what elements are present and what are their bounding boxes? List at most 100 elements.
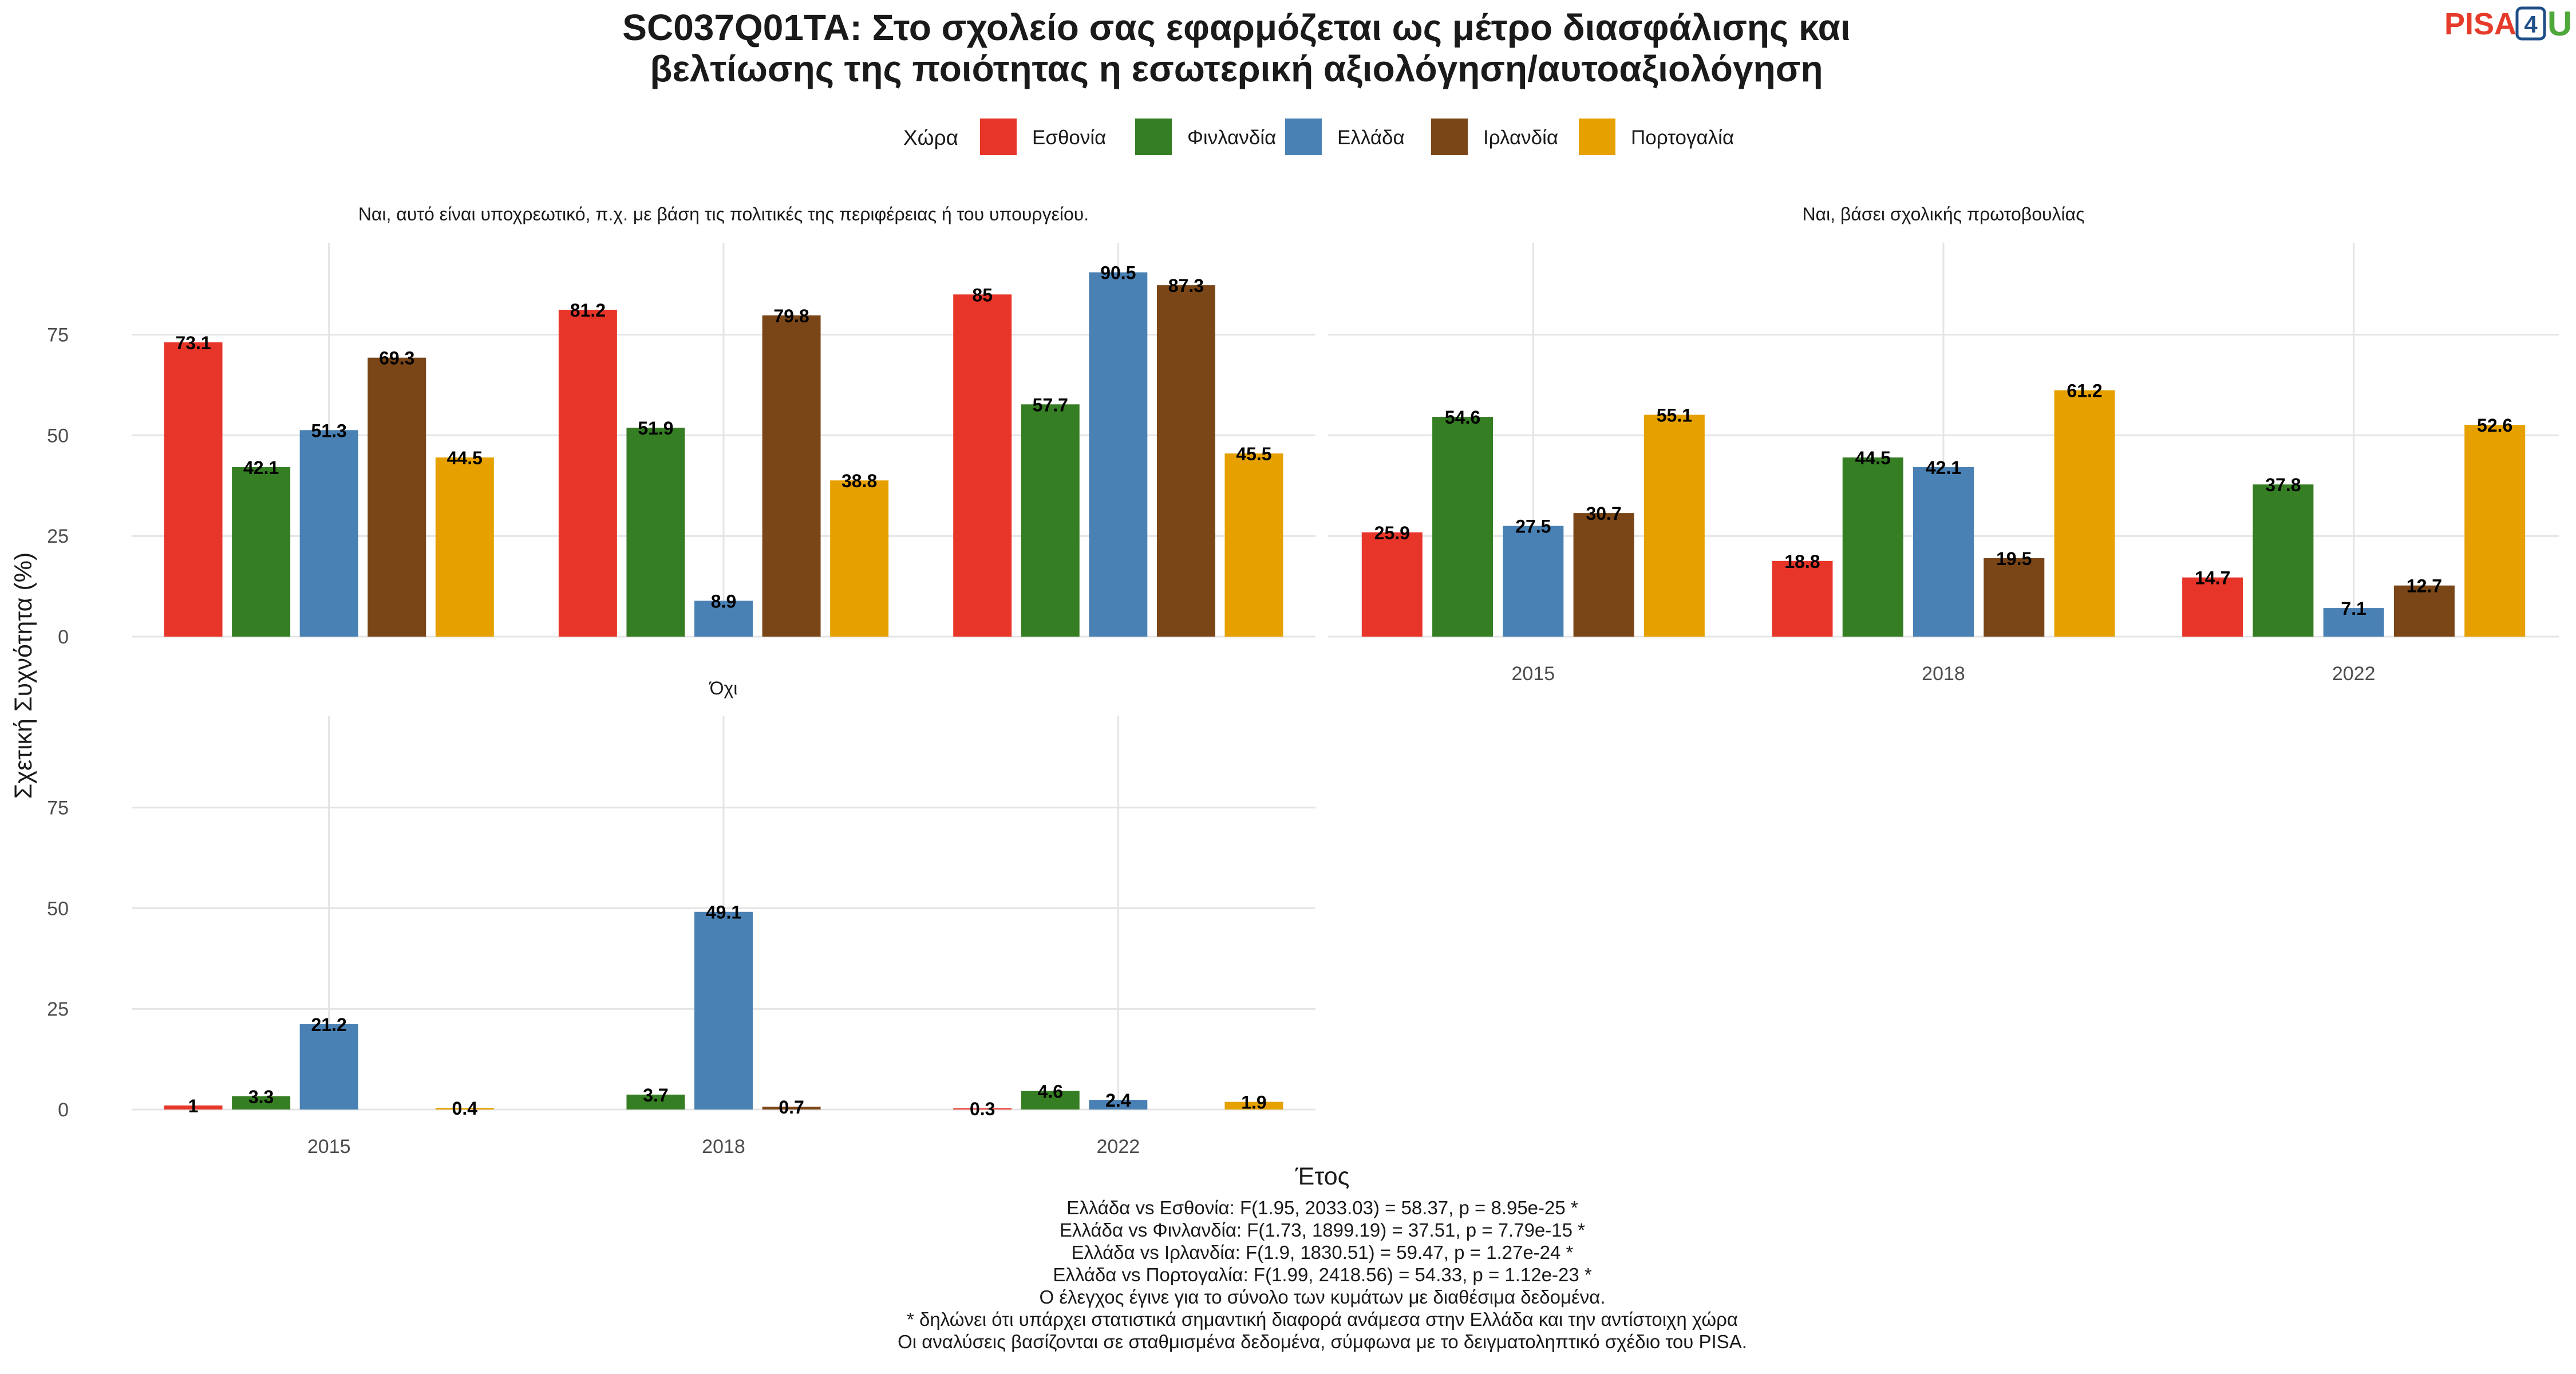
legend-label: Ιρλανδία	[1483, 127, 1558, 149]
bar	[626, 428, 685, 637]
facet-panel: Ναι, βάσει σχολικής πρωτοβουλίας 25.9 54.6…	[1328, 204, 2559, 685]
bar	[2054, 390, 2115, 637]
data-label: 3.7	[643, 1085, 668, 1105]
y-axis-title: Σχετική Συχνότητα (%)	[10, 552, 37, 799]
logo-digit: 4	[2524, 11, 2538, 38]
bar	[830, 480, 889, 637]
bar	[1643, 414, 1705, 637]
bar	[1842, 457, 1903, 637]
x-tick-label: 2022	[1097, 1136, 1140, 1158]
legend-swatch	[1431, 119, 1468, 155]
bar	[626, 1094, 685, 1110]
y-tick-label: 0	[58, 1099, 69, 1121]
bar	[368, 357, 426, 637]
data-label: 14.7	[2195, 568, 2230, 589]
bar	[299, 1024, 358, 1110]
data-label: 57.7	[1033, 394, 1068, 415]
bar	[953, 1108, 1012, 1110]
legend-label: Φινλανδία	[1187, 127, 1276, 149]
legend-swatch	[980, 119, 1017, 155]
bar	[558, 310, 617, 637]
legend-label: Πορτογαλία	[1631, 127, 1734, 149]
logo-u-text: U	[2547, 5, 2572, 43]
data-label: 79.8	[773, 306, 809, 326]
bar	[1224, 1101, 1283, 1110]
data-label: 85	[972, 285, 993, 305]
data-label: 4.6	[1038, 1081, 1063, 1102]
data-label: 1.9	[1241, 1092, 1266, 1113]
data-label: 18.8	[1784, 551, 1820, 572]
x-tick-label: 2015	[1512, 663, 1555, 685]
legend-title: Χώρα	[903, 126, 958, 149]
data-label: 0.7	[779, 1097, 804, 1118]
bar	[164, 342, 223, 637]
facet-panel: Ναι, αυτό είναι υποχρεωτικό, π.χ. με βάσ…	[47, 204, 1315, 648]
data-label: 38.8	[841, 471, 877, 491]
data-label: 37.8	[2265, 475, 2301, 495]
data-label: 54.6	[1445, 407, 1480, 428]
data-label: 90.5	[1100, 263, 1136, 283]
data-label: 51.9	[638, 418, 673, 439]
bar	[1021, 1091, 1080, 1110]
bar	[694, 601, 753, 637]
bar	[1984, 558, 2045, 637]
footnote-line: Οι αναλύσεις βασίζονται σε σταθμισμένα δ…	[898, 1331, 1747, 1352]
data-label: 7.1	[2341, 598, 2366, 619]
legend-swatch	[1579, 119, 1615, 155]
data-label: 81.2	[570, 300, 606, 321]
legend: Χώρα Εσθονία Φινλανδία Ελλάδα Ιρλανδία Πορτο…	[903, 119, 1734, 155]
data-label: 44.5	[447, 448, 483, 468]
data-label: 55.1	[1657, 405, 1692, 426]
legend-label: Εσθονία	[1032, 127, 1106, 149]
data-label: 61.2	[2067, 381, 2102, 401]
y-tick-label: 25	[47, 998, 69, 1020]
bar	[232, 467, 291, 637]
data-label: 25.9	[1374, 523, 1410, 543]
data-label: 42.1	[243, 457, 279, 478]
y-tick-label: 25	[47, 526, 69, 547]
bar	[1432, 417, 1494, 637]
data-label: 30.7	[1586, 503, 1621, 524]
data-label: 69.3	[379, 348, 414, 369]
footnote-line: Ελλάδα vs Φινλανδία: F(1.73, 1899.19) = …	[1060, 1219, 1585, 1241]
bar	[1156, 285, 1215, 637]
footnote-line: Ελλάδα vs Εσθονία: F(1.95, 2033.03) = 58…	[1066, 1197, 1578, 1218]
data-label: 49.1	[706, 902, 741, 923]
bar	[762, 1107, 821, 1110]
title-line-2: βελτίωσης της ποιότητας η εσωτερική αξιο…	[650, 48, 1823, 89]
bar	[1021, 404, 1080, 637]
footnote-line: Ελλάδα vs Ιρλανδία: F(1.9, 1830.51) = 59…	[1072, 1242, 1574, 1263]
bar	[762, 315, 821, 637]
bar	[2182, 577, 2243, 637]
bar	[2323, 608, 2384, 637]
facet-panels: Ναι, αυτό είναι υποχρεωτικό, π.χ. με βάσ…	[47, 204, 2559, 1158]
x-tick-label: 2018	[1922, 663, 1965, 685]
data-label: 44.5	[1855, 448, 1891, 468]
bar	[2393, 585, 2455, 637]
bar	[2253, 484, 2314, 637]
x-tick-label: 2018	[702, 1136, 745, 1158]
data-label: 27.5	[1515, 516, 1551, 537]
bar	[1573, 513, 1634, 637]
y-tick-label: 75	[47, 325, 69, 346]
legend-swatch	[1285, 119, 1322, 155]
data-label: 2.4	[1105, 1090, 1131, 1111]
footnote-line: * δηλώνει ότι υπάρχει στατιστικά σημαντι…	[907, 1309, 1738, 1330]
bar	[1772, 560, 1833, 637]
chart-title: SC037Q01TA: Στο σχολείο σας εφαρμόζεται …	[622, 7, 1850, 89]
data-label: 0.3	[970, 1099, 995, 1119]
logo-pisa-text: PISA	[2444, 7, 2516, 41]
data-label: 42.1	[1926, 457, 1961, 478]
bar	[2464, 425, 2526, 637]
bar	[232, 1096, 291, 1110]
bar	[435, 457, 494, 637]
footnote-line: Ελλάδα vs Πορτογαλία: F(1.99, 2418.56) =…	[1053, 1264, 1592, 1285]
y-tick-label: 75	[47, 797, 69, 819]
bar	[1361, 532, 1423, 637]
bar	[694, 911, 753, 1110]
bar	[1913, 467, 1974, 637]
data-label: 12.7	[2407, 576, 2442, 597]
facet-title: Ναι, βάσει σχολικής πρωτοβουλίας	[1802, 204, 2084, 224]
footnotes: Ελλάδα vs Εσθονία: F(1.95, 2033.03) = 58…	[898, 1197, 1747, 1352]
x-axis-title: Έτος	[1295, 1163, 1350, 1190]
